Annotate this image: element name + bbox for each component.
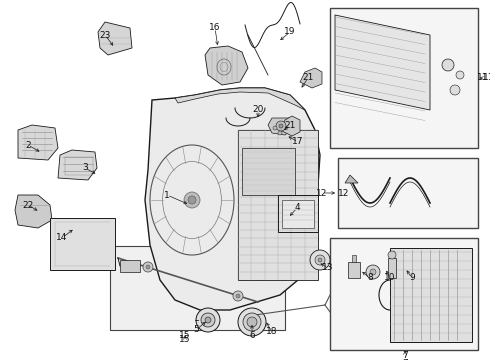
Polygon shape (345, 175, 358, 183)
Text: 6: 6 (249, 330, 255, 339)
Circle shape (247, 317, 257, 327)
Polygon shape (58, 150, 97, 180)
Bar (390, 248, 472, 342)
Circle shape (370, 269, 376, 275)
Text: 15: 15 (179, 330, 191, 339)
Text: 20: 20 (252, 105, 264, 114)
Text: 7: 7 (402, 359, 408, 360)
Text: 9: 9 (409, 274, 415, 283)
Circle shape (315, 255, 325, 265)
Text: 21: 21 (302, 73, 314, 82)
Bar (278, 195, 318, 232)
Bar (330, 238, 478, 350)
Circle shape (310, 250, 330, 270)
Text: 22: 22 (23, 201, 34, 210)
Text: 12: 12 (338, 189, 349, 198)
Polygon shape (205, 46, 248, 85)
Circle shape (233, 291, 243, 301)
Circle shape (243, 313, 261, 331)
Text: 13: 13 (322, 264, 334, 273)
Polygon shape (280, 116, 300, 136)
Polygon shape (98, 22, 132, 55)
Text: 11: 11 (483, 73, 490, 82)
Circle shape (366, 265, 380, 279)
Text: 23: 23 (99, 31, 111, 40)
Circle shape (236, 294, 240, 298)
Text: 5: 5 (193, 325, 199, 334)
Text: 1: 1 (164, 190, 170, 199)
Polygon shape (15, 195, 52, 228)
Circle shape (442, 59, 454, 71)
Polygon shape (175, 88, 305, 110)
Circle shape (278, 131, 282, 135)
Text: 8: 8 (367, 274, 373, 283)
Circle shape (196, 308, 220, 332)
Polygon shape (145, 88, 320, 310)
Bar (388, 258, 396, 278)
Text: 11: 11 (477, 73, 489, 82)
Text: 14: 14 (56, 234, 68, 243)
Bar (348, 262, 360, 278)
Circle shape (143, 262, 153, 272)
Circle shape (184, 192, 200, 208)
Circle shape (456, 71, 464, 79)
Circle shape (450, 85, 460, 95)
Circle shape (205, 317, 211, 323)
Bar (282, 200, 314, 228)
Text: 3: 3 (82, 163, 88, 172)
Polygon shape (300, 68, 322, 88)
Bar (120, 260, 140, 272)
Bar (330, 8, 478, 148)
Bar (65, 157, 93, 175)
Text: 4: 4 (294, 203, 300, 212)
Text: 2: 2 (25, 140, 31, 149)
Circle shape (188, 196, 196, 204)
Bar (242, 148, 295, 195)
Text: 19: 19 (284, 27, 296, 36)
Circle shape (201, 313, 215, 327)
Text: 12: 12 (317, 189, 328, 198)
Text: 7: 7 (402, 351, 408, 360)
Circle shape (318, 258, 322, 262)
Text: 16: 16 (209, 23, 221, 32)
Circle shape (279, 124, 283, 128)
Text: 18: 18 (266, 328, 278, 337)
Bar (50, 218, 115, 270)
Polygon shape (238, 130, 318, 280)
Polygon shape (268, 118, 293, 135)
Polygon shape (335, 15, 430, 110)
Polygon shape (18, 125, 58, 160)
Circle shape (146, 265, 150, 269)
Text: 17: 17 (292, 138, 304, 147)
Bar (338, 158, 478, 228)
Circle shape (238, 308, 266, 336)
Text: 10: 10 (384, 274, 396, 283)
Circle shape (273, 126, 277, 130)
Bar (110, 246, 285, 330)
Circle shape (276, 121, 286, 131)
Circle shape (388, 251, 396, 259)
Text: 15: 15 (179, 336, 191, 345)
Bar (352, 255, 356, 262)
Text: 21: 21 (284, 121, 295, 130)
